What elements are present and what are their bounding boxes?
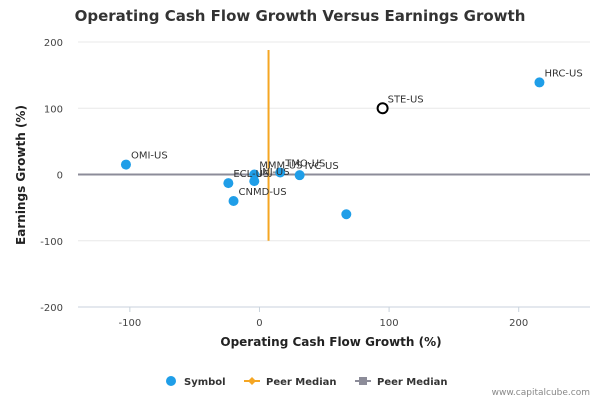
legend-item-symbol[interactable]: Symbol — [166, 376, 226, 388]
x-tick-label: 0 — [256, 318, 262, 329]
legend-label-peer-median-1: Peer Median — [266, 377, 337, 388]
chart-title: Operating Cash Flow Growth Versus Earnin… — [75, 7, 526, 25]
legend-square-icon — [359, 377, 367, 385]
data-point-label: JNJ-US — [258, 167, 289, 178]
data-point-label: TMO-US — [284, 159, 325, 170]
tick-labels-layer: 200 100 0 -100 -200 -100 0 100 200 — [40, 38, 528, 329]
legend-item-peer-median-vertical[interactable]: Peer Median — [244, 377, 337, 388]
data-point — [534, 77, 545, 88]
data-point-label: HRC-US — [544, 68, 582, 79]
data-point-label: ECL-US — [233, 169, 269, 180]
data-point-label: OMI-US — [131, 151, 168, 162]
data-point — [228, 196, 239, 206]
legend-label-peer-median-2: Peer Median — [377, 377, 448, 388]
data-point-label: STE-US — [388, 94, 424, 105]
legend-label-symbol: Symbol — [184, 377, 226, 388]
legend[interactable]: Symbol Peer Median Peer Median — [166, 376, 448, 388]
data-point — [120, 159, 131, 170]
y-tick-label: 200 — [44, 38, 63, 49]
peer-median-layer — [78, 49, 590, 241]
data-point-highlight — [376, 102, 389, 115]
data-point-label: CNMD-US — [239, 187, 287, 198]
legend-dot-icon — [166, 376, 176, 386]
credit-text: www.capitalcube.com — [492, 388, 590, 398]
data-point — [275, 167, 286, 178]
y-tick-label: 0 — [57, 171, 63, 182]
data-point — [294, 170, 305, 181]
data-point — [223, 178, 234, 189]
x-tick-label: -100 — [118, 318, 141, 329]
data-point — [249, 176, 260, 187]
y-tick-label: -100 — [40, 237, 63, 248]
grid-layer — [78, 41, 590, 312]
y-axis-title: Earnings Growth (%) — [14, 105, 28, 245]
data-point-label: IVC-US — [305, 161, 339, 172]
x-tick-label: 200 — [509, 318, 528, 329]
x-tick-label: 100 — [380, 318, 399, 329]
data-point-label: MMM-US — [259, 161, 302, 172]
data-points-layer — [120, 77, 545, 220]
y-tick-label: -200 — [40, 303, 63, 314]
x-axis-title: Operating Cash Flow Growth (%) — [220, 335, 441, 349]
legend-item-peer-median-horizontal[interactable]: Peer Median — [355, 377, 448, 388]
legend-diamond-icon — [248, 377, 256, 385]
data-point — [341, 209, 352, 220]
y-tick-label: 100 — [44, 104, 63, 115]
